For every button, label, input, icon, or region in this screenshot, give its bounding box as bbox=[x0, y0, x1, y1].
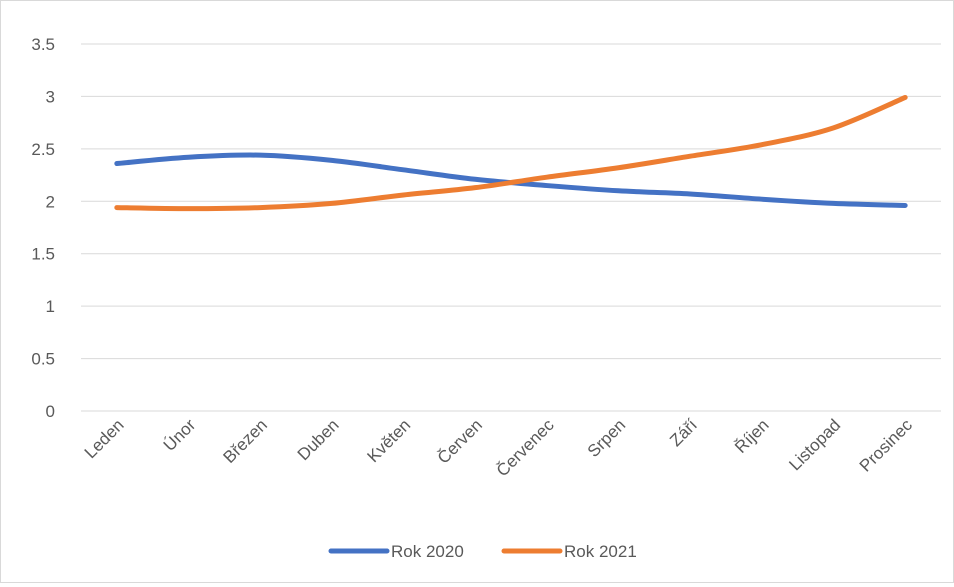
y-axis-tick-labels: 0 0.5 1 1.5 2 2.5 3 3.5 bbox=[31, 35, 55, 421]
x-tick-label: Březen bbox=[219, 415, 271, 467]
y-tick-label: 3 bbox=[46, 87, 55, 106]
x-tick-label: Září bbox=[666, 415, 701, 450]
x-tick-label: Leden bbox=[81, 415, 128, 462]
x-axis-tick-labels: Leden Únor Březen Duben Květen Červen Červenec… bbox=[81, 415, 917, 480]
y-tick-label: 2 bbox=[46, 192, 55, 211]
x-tick-label: Listopad bbox=[785, 415, 844, 474]
y-tick-label: 2.5 bbox=[31, 140, 55, 159]
x-tick-label: Únor bbox=[160, 415, 200, 455]
series-lines bbox=[114, 94, 908, 212]
x-tick-label: Květen bbox=[363, 415, 414, 466]
x-tick-label: Srpen bbox=[584, 415, 630, 461]
y-tick-label: 3.5 bbox=[31, 35, 55, 54]
legend-label: Rok 2021 bbox=[564, 542, 637, 561]
legend-label: Rok 2020 bbox=[391, 542, 464, 561]
y-tick-label: 0 bbox=[46, 402, 55, 421]
y-tick-label: 0.5 bbox=[31, 350, 55, 369]
x-tick-label: Říjen bbox=[731, 415, 772, 456]
x-tick-label: Duben bbox=[294, 415, 343, 464]
x-tick-label: Červen bbox=[434, 415, 486, 467]
x-tick-label: Červenec bbox=[493, 415, 558, 480]
legend: Rok 2020 Rok 2021 bbox=[328, 542, 637, 561]
gridlines bbox=[81, 43, 941, 412]
y-tick-label: 1.5 bbox=[31, 245, 55, 264]
series-line-2 bbox=[114, 94, 908, 212]
x-tick-label: Prosinec bbox=[856, 415, 917, 476]
y-tick-label: 1 bbox=[46, 297, 55, 316]
